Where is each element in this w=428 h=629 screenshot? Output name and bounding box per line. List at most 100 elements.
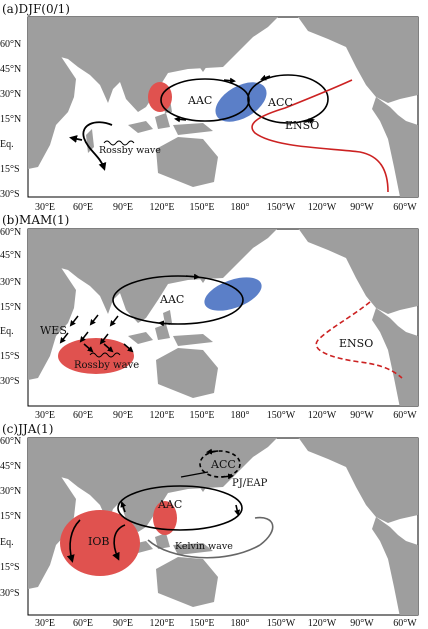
lon-tick: 60°E <box>73 618 93 629</box>
panel-c-aac-label: AAC <box>157 498 182 511</box>
panel-a-enso-label: ENSO <box>285 119 319 132</box>
panel-b-enso-label: ENSO <box>339 337 373 350</box>
panel-c-pjeap-connector <box>180 471 209 478</box>
lon-tick: 60°E <box>73 202 93 213</box>
lon-tick: 180° <box>231 202 250 213</box>
lon-tick: 150°W <box>267 202 296 213</box>
lat-tick: 60°N <box>0 227 21 238</box>
lat-tick: 15°N <box>0 302 21 313</box>
panel-b-warm-anomaly-io <box>58 338 134 374</box>
panel-b-lat-ticks: 60°N 45°N 30°N 15°N Eq. 15°S 30°S <box>0 227 21 387</box>
lat-tick: 60°N <box>0 39 21 50</box>
lat-tick: 15°N <box>0 511 21 522</box>
panel-c-aac-arrow-east <box>234 504 241 516</box>
panel-c-pjeap-label: PJ/EAP <box>232 478 268 489</box>
panel-a-title: (a)DJF(0/1) <box>2 2 70 16</box>
panel-a-enso-curve <box>251 79 389 193</box>
lon-tick: 180° <box>231 410 250 421</box>
lat-tick: 30°S <box>0 189 20 200</box>
lon-tick: 150°E <box>189 410 214 421</box>
panel-c-acc-arrow-bottom <box>221 473 234 480</box>
panel-c-acc-circulation <box>199 450 241 478</box>
panel-a-rossby-wiggle <box>103 140 135 146</box>
lat-tick: 15°S <box>0 164 20 175</box>
panel-c-kelvin-wave-path <box>147 539 261 559</box>
panel-a-acc-label: ACC <box>267 96 293 109</box>
panel-c-iob-arrow-left <box>66 519 81 563</box>
panel-a-lat-ticks: 60°N 45°N 30°N 15°N Eq. 15°S 30°S <box>0 39 21 200</box>
lon-tick: 30°E <box>35 618 55 629</box>
lon-tick: 180° <box>231 618 250 629</box>
lon-tick: 120°W <box>308 618 337 629</box>
lat-tick: Eq. <box>0 139 14 150</box>
lon-tick: 90°E <box>113 618 133 629</box>
lon-tick: 150°E <box>189 618 214 629</box>
lat-tick: 30°N <box>0 89 21 100</box>
panel-b-enso-dashed-curve <box>315 301 403 379</box>
panel-b-lon-ticks: 30°E 60°E 90°E 120°E 150°E 180° 150°W 12… <box>35 410 417 421</box>
lon-tick: 30°E <box>35 202 55 213</box>
lon-tick: 60°E <box>73 410 93 421</box>
panel-a: (a)DJF(0/1) AAC ACC ENSO Rossby wave 60°… <box>0 2 419 213</box>
lat-tick: 30°N <box>0 277 21 288</box>
lon-tick: 30°E <box>35 410 55 421</box>
lon-tick: 120°W <box>308 410 337 421</box>
panel-c-aac-arrow-west <box>120 501 127 513</box>
panel-a-aac-label: AAC <box>187 94 212 107</box>
lat-tick: 30°S <box>0 376 20 387</box>
panel-a-warm-anomaly-scs <box>148 82 172 112</box>
panel-c-kelvin-wave-return <box>254 516 274 546</box>
panel-b-aac-circulation <box>112 275 244 325</box>
panel-b-title: (b)MAM(1) <box>2 213 69 227</box>
panel-b: (b)MAM(1) AAC WES Ross <box>0 213 419 421</box>
panel-c-title: (c)JJA(1) <box>2 422 53 436</box>
lat-tick: 45°N <box>0 250 21 261</box>
panel-a-aac-arrow-top <box>223 77 236 84</box>
panel-c-lon-ticks: 30°E 60°E 90°E 120°E 150°E 180° 150°W 12… <box>35 618 417 629</box>
lon-tick: 60°W <box>393 410 417 421</box>
lon-tick: 120°E <box>149 618 174 629</box>
panel-c-iob-warm-anomaly <box>60 510 140 576</box>
panel-a-acc-arrow-top <box>260 74 271 81</box>
panel-c-iob-arrow-right <box>112 524 126 561</box>
lat-tick: Eq. <box>0 326 14 337</box>
lat-tick: 30°N <box>0 486 21 497</box>
lat-tick: 45°N <box>0 461 21 472</box>
lon-tick: 150°E <box>189 202 214 213</box>
panel-a-rossby-arrow-west <box>69 135 83 143</box>
panel-a-aac-circulation <box>160 78 250 122</box>
lon-tick: 120°E <box>149 410 174 421</box>
panel-b-wes-arrows <box>59 314 134 353</box>
lon-tick: 150°W <box>267 410 296 421</box>
panel-b-rossby-wiggle <box>89 352 121 358</box>
panel-b-aac-arrow-bottom <box>158 320 171 327</box>
panel-a-lon-ticks: 30°E 60°E 90°E 120°E 150°E 180° 150°W 12… <box>35 202 417 213</box>
lon-tick: 120°W <box>308 202 337 213</box>
panel-c-aac-circulation <box>117 485 243 531</box>
panel-b-rossby-label: Rossby wave <box>74 360 139 371</box>
lon-tick: 90°E <box>113 202 133 213</box>
lon-tick: 60°W <box>393 618 417 629</box>
lon-tick: 90°W <box>350 618 374 629</box>
panel-b-aac-arrow-top <box>185 273 200 280</box>
panel-a-aac-arrow-bottom <box>174 116 187 123</box>
panel-c-acc-label: ACC <box>210 458 236 471</box>
panel-b-aac-label: AAC <box>159 293 184 306</box>
panel-a-acc-circulation <box>247 74 329 124</box>
lat-tick: 15°N <box>0 114 21 125</box>
panel-c-warm-anomaly-scs <box>153 501 177 535</box>
panel-b-cold-anomaly-wnp <box>204 277 262 311</box>
lat-tick: 45°N <box>0 64 21 75</box>
panel-b-wes-label: WES <box>40 324 67 337</box>
panel-c-acc-arrow-top <box>206 448 219 455</box>
lon-tick: 150°W <box>267 618 296 629</box>
panel-a-acc-arrow-bottom <box>304 118 315 124</box>
lon-tick: 120°E <box>149 202 174 213</box>
lon-tick: 90°E <box>113 410 133 421</box>
lon-tick: 90°W <box>350 410 374 421</box>
panel-a-rossby-label: Rossby wave <box>99 145 161 156</box>
lat-tick: 60°N <box>0 436 21 447</box>
panel-c-kelvin-label: Kelvin wave <box>175 541 233 552</box>
panel-c-iob-label: IOB <box>88 535 109 548</box>
